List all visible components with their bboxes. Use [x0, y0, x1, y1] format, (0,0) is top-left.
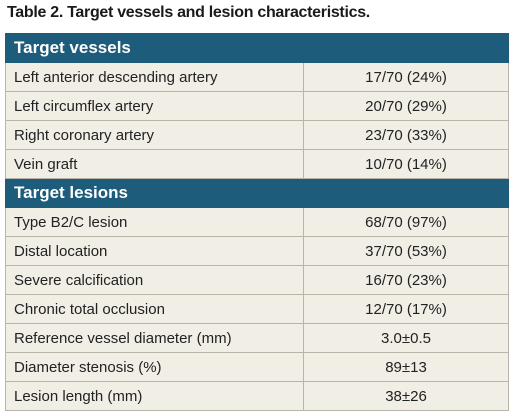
row-label: Vein graft: [5, 149, 304, 179]
section-header-row: Target vessels: [5, 33, 509, 63]
section-heading: Target vessels: [5, 33, 509, 63]
table-row: Distal location 37/70 (53%): [5, 236, 509, 266]
row-label: Distal location: [5, 236, 304, 266]
row-value: 3.0±0.5: [303, 323, 509, 353]
row-label: Left circumflex artery: [5, 91, 304, 121]
row-label: Chronic total occlusion: [5, 294, 304, 324]
table-row: Severe calcification 16/70 (23%): [5, 265, 509, 295]
row-label: Diameter stenosis (%): [5, 352, 304, 382]
row-label: Right coronary artery: [5, 120, 304, 150]
section-heading: Target lesions: [5, 178, 509, 208]
row-value: 23/70 (33%): [303, 120, 509, 150]
row-value: 89±13: [303, 352, 509, 382]
table-row: Type B2/C lesion 68/70 (97%): [5, 207, 509, 237]
row-label: Lesion length (mm): [5, 381, 304, 411]
row-value: 37/70 (53%): [303, 236, 509, 266]
table-row: Diameter stenosis (%) 89±13: [5, 352, 509, 382]
row-label: Left anterior descending artery: [5, 62, 304, 92]
row-value: 68/70 (97%): [303, 207, 509, 237]
row-label: Type B2/C lesion: [5, 207, 304, 237]
row-value: 38±26: [303, 381, 509, 411]
table-row: Lesion length (mm) 38±26: [5, 381, 509, 411]
table-body: Target vessels Left anterior descending a…: [5, 33, 509, 411]
row-label: Severe calcification: [5, 265, 304, 295]
table: Target vessels Left anterior descending a…: [5, 33, 509, 411]
table-title: Table 2. Target vessels and lesion chara…: [7, 4, 370, 21]
section-header-row: Target lesions: [5, 178, 509, 208]
row-value: 17/70 (24%): [303, 62, 509, 92]
table-row: Reference vessel diameter (mm) 3.0±0.5: [5, 323, 509, 353]
table-row: Chronic total occlusion 12/70 (17%): [5, 294, 509, 324]
table-row: Right coronary artery 23/70 (33%): [5, 120, 509, 150]
table-row: Left circumflex artery 20/70 (29%): [5, 91, 509, 121]
row-value: 16/70 (23%): [303, 265, 509, 295]
row-value: 10/70 (14%): [303, 149, 509, 179]
table-row: Left anterior descending artery 17/70 (24…: [5, 62, 509, 92]
table-row: Vein graft 10/70 (14%): [5, 149, 509, 179]
row-label: Reference vessel diameter (mm): [5, 323, 304, 353]
row-value: 12/70 (17%): [303, 294, 509, 324]
row-value: 20/70 (29%): [303, 91, 509, 121]
